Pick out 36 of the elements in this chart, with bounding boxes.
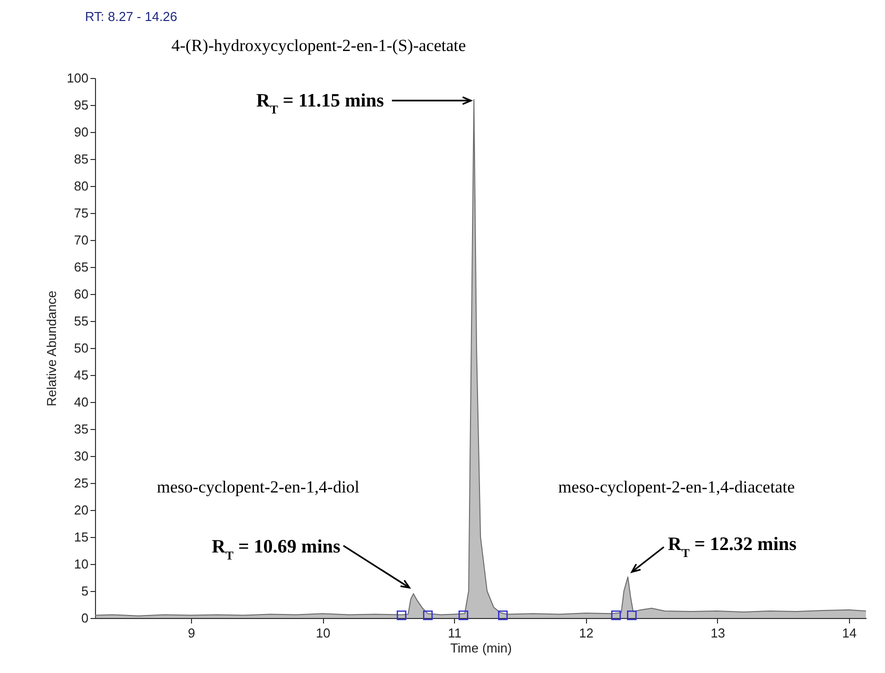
x-tick-label: 10 — [316, 626, 330, 640]
text: 4-(R)-hydroxycyclopent-2-en-1-(S)-acetate — [171, 36, 466, 55]
y-tick-label: 90 — [74, 124, 88, 140]
x-tick-label: 11 — [448, 626, 462, 640]
y-tick-label: 25 — [74, 476, 88, 490]
y-tick-label: 65 — [74, 260, 88, 274]
annotation: meso-cyclopent-2-en-1,4-diol — [156, 478, 360, 497]
y-tick-label: 5 — [81, 584, 88, 598]
y-tick-label: 85 — [74, 152, 88, 166]
y-tick-label: 70 — [74, 232, 88, 248]
x-tick-label: 12 — [579, 626, 594, 640]
annotation: R$_{T}$ = 10.69 mins — [212, 536, 340, 563]
x-tick-label: 14 — [842, 626, 857, 640]
y-tick-label: 20 — [74, 502, 88, 518]
y-tick-label: 35 — [74, 422, 88, 436]
annotation: meso-cyclopent-2-en-1,4-diacetate — [558, 478, 795, 497]
x-tick-label: 9 — [188, 626, 196, 640]
y-tick-label: 45 — [74, 368, 88, 382]
chart-title: RT: 8.27 - 14.26 — [85, 9, 178, 24]
y-tick-label: 50 — [74, 340, 88, 356]
y-tick-label: 0 — [81, 610, 88, 626]
y-tick-label: 80 — [74, 178, 88, 194]
x-axis-title: Time (min) — [450, 640, 512, 656]
y-tick-label: 100 — [66, 70, 88, 86]
y-tick-label: 55 — [74, 314, 88, 328]
y-tick-label: 30 — [74, 448, 88, 464]
y-tick-label: 60 — [74, 286, 88, 302]
y-axis-title: Relative Abundance — [44, 290, 59, 406]
y-tick-label: 40 — [74, 394, 88, 410]
y-tick-label: 15 — [74, 530, 88, 544]
y-tick-label: 75 — [74, 206, 88, 220]
y-tick-label: 95 — [74, 98, 88, 112]
annotation: R$_{T}$ = 12.32 mins — [668, 534, 797, 560]
annotation: R$_{T}$ = 11.15 mins — [256, 90, 384, 117]
y-tick-label: 10 — [74, 556, 88, 572]
x-tick-label: 13 — [710, 626, 726, 640]
